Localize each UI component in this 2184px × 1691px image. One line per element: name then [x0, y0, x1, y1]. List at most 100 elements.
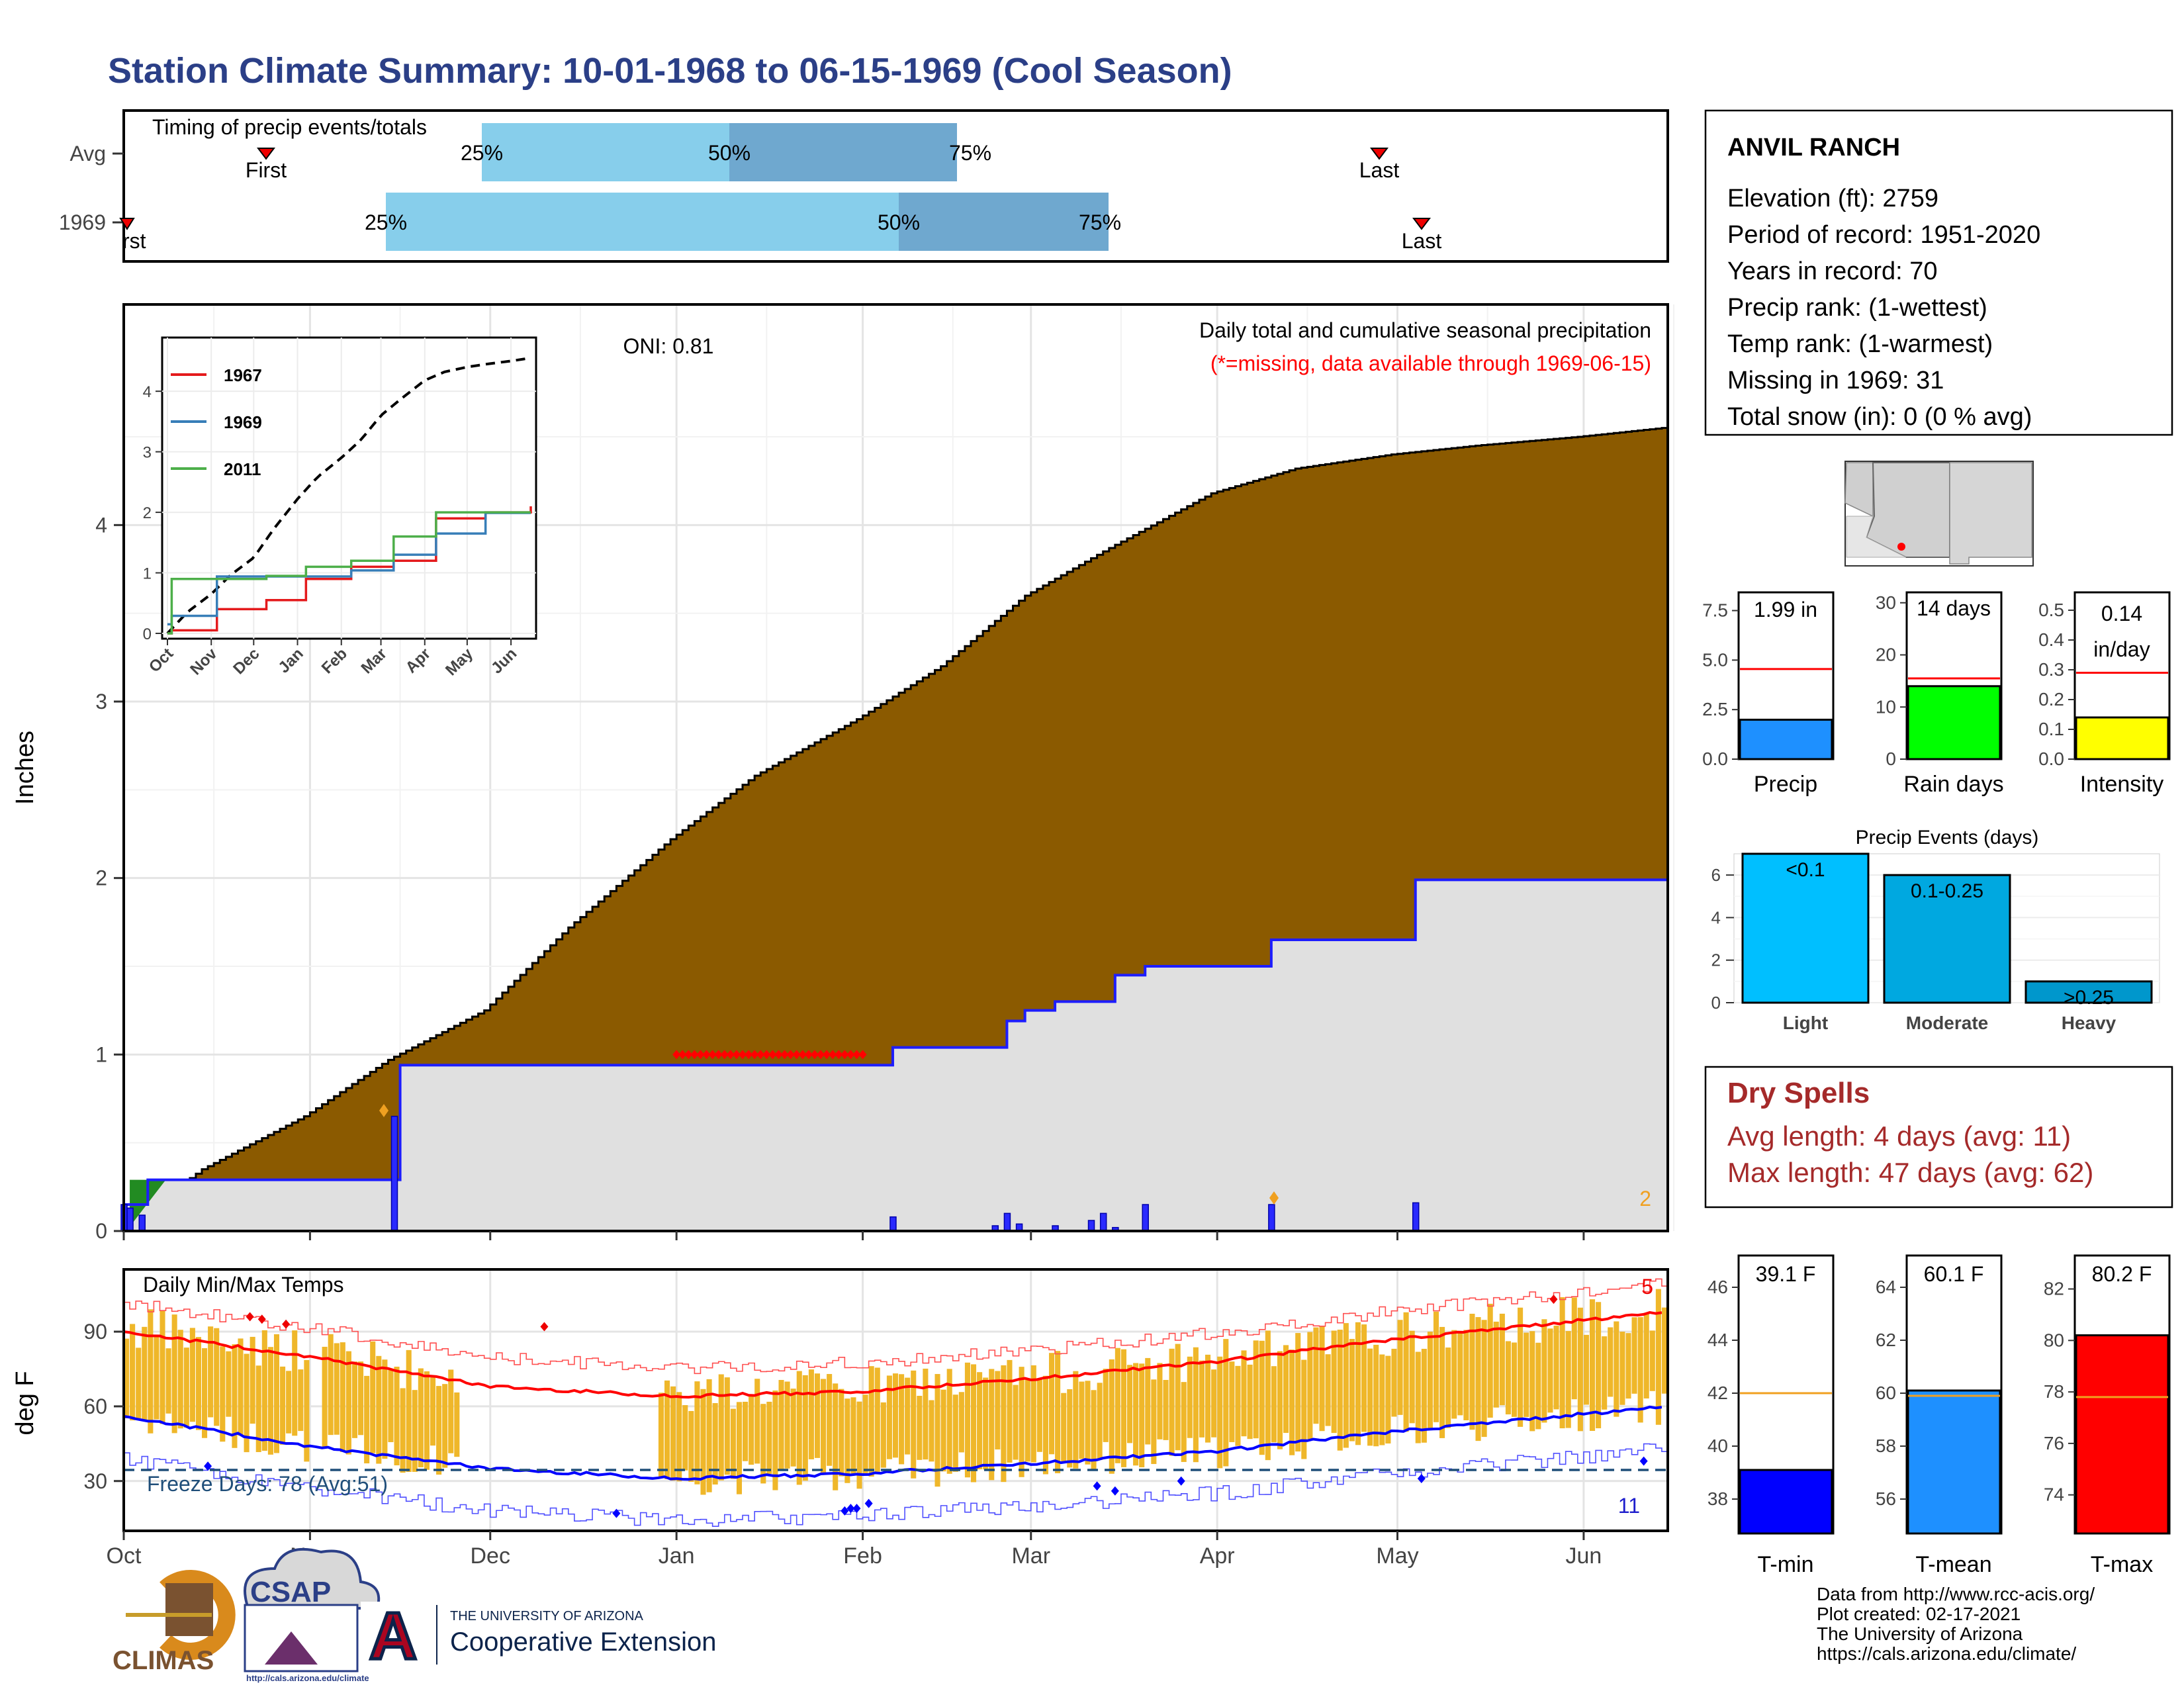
temp-day-bar	[1469, 1313, 1475, 1430]
events-y-tick-label: 4	[1711, 907, 1721, 927]
temp-day-bar	[364, 1375, 370, 1464]
temp-bar-tick-label: 44	[1707, 1330, 1728, 1350]
events-bar-label: <0.1	[1786, 859, 1825, 881]
timing-avg-75: 75%	[949, 141, 991, 165]
temp-day-bar	[964, 1362, 970, 1478]
temp-day-bar	[880, 1402, 886, 1468]
temp-day-bar	[1229, 1361, 1235, 1442]
temp-day-bar	[743, 1401, 749, 1461]
mini-tick-label: 7.5	[1702, 600, 1728, 621]
temp-day-bar	[124, 1338, 130, 1418]
footer-line: Plot created: 02-17-2021	[1817, 1604, 2021, 1624]
temp-day-bar	[177, 1330, 183, 1429]
temp-day-bar	[934, 1374, 940, 1487]
temp-day-bar	[370, 1341, 376, 1453]
temp-day-bar	[1085, 1381, 1091, 1465]
temp-day-bar	[1283, 1345, 1289, 1434]
temp-day-bar	[1061, 1393, 1067, 1463]
temp-day-bar	[1048, 1353, 1055, 1455]
temp-day-bar	[989, 1369, 995, 1481]
temp-day-bar	[388, 1369, 394, 1443]
temp-day-bar	[358, 1361, 364, 1436]
temp-day-bar	[304, 1359, 310, 1462]
temp-daily-bars	[124, 1289, 1667, 1495]
missing-mark	[810, 1050, 819, 1060]
timing-avg-first-label: First	[246, 158, 287, 182]
inset-legend-1967: 1967	[224, 365, 262, 385]
tmean-fill	[1907, 1389, 2001, 1535]
daily-precip-bar	[1087, 1220, 1095, 1232]
temp-day-bar	[1277, 1351, 1283, 1449]
missing-mark	[732, 1050, 741, 1060]
temp-day-bar	[766, 1401, 772, 1474]
timing-panel: Timing of precip events/totals Avg 1969 …	[59, 109, 1669, 263]
csap-logo-url: http://cals.arizona.edu/climate	[246, 1673, 369, 1683]
timing-row-1969: 1969	[59, 210, 106, 234]
temp-day-bar	[286, 1371, 292, 1434]
temp-day-bar	[802, 1375, 808, 1481]
temp-day-bar	[1271, 1366, 1277, 1443]
temp-day-bar	[382, 1359, 388, 1459]
timing-1969-25: 25%	[365, 210, 407, 234]
temp-day-bar	[454, 1392, 460, 1457]
temp-day-bar	[1187, 1356, 1193, 1438]
temp-day-bar	[1499, 1313, 1505, 1406]
record-low-mark	[204, 1461, 212, 1471]
temp-day-bar	[1559, 1297, 1565, 1429]
rain-days-value: 14 days	[1917, 596, 1991, 620]
climas-logo-text: CLIMAS	[113, 1646, 214, 1675]
missing-mark	[672, 1050, 681, 1060]
temp-day-bar	[430, 1377, 436, 1446]
events-cat-light: Light	[1783, 1013, 1828, 1033]
temp-x-tick-label: Jan	[659, 1543, 695, 1569]
temp-bar-tick-label: 82	[2044, 1279, 2064, 1299]
temp-day-bar	[255, 1365, 261, 1453]
temp-day-bar	[448, 1369, 454, 1453]
temp-day-bar	[400, 1388, 406, 1473]
record-low-line	[124, 1443, 1668, 1528]
temp-bar-tick-label: 58	[1876, 1436, 1896, 1456]
temp-day-bar	[1133, 1363, 1139, 1466]
record-low-mark	[1177, 1476, 1185, 1486]
timing-1969-last-label: Last	[1402, 229, 1442, 253]
record-high-mark	[246, 1312, 254, 1322]
temp-day-bar	[1163, 1379, 1169, 1440]
footer-line: https://cals.arizona.edu/climate/	[1817, 1643, 2076, 1664]
precip-chart: ONI: 0.81 Daily total and cumulative sea…	[11, 303, 1675, 1243]
temp-day-bar	[292, 1330, 298, 1436]
temp-day-bar	[220, 1346, 226, 1442]
temp-day-bar	[1193, 1347, 1199, 1463]
dry-spells-avg: Avg length: 4 days (avg: 11)	[1727, 1120, 2071, 1152]
record-low-mark	[846, 1504, 855, 1514]
temp-chart: Daily Min/Max Temps Freeze Days: 78 (Avg…	[11, 1268, 1669, 1569]
missing-mark	[756, 1050, 765, 1060]
intensity-fill	[2075, 716, 2169, 760]
temp-day-bar	[244, 1353, 250, 1453]
temp-day-bar	[1445, 1348, 1451, 1428]
temp-bar-tick-label: 74	[2044, 1485, 2064, 1505]
temp-day-bar	[1661, 1307, 1667, 1394]
mini-tick-label: 10	[1876, 696, 1896, 717]
record-high-mark	[1549, 1295, 1558, 1304]
temp-day-bar	[1030, 1365, 1036, 1463]
mini-tick-label: 0.1	[2038, 719, 2064, 739]
inset-y-tick-label: 3	[143, 444, 152, 462]
temp-day-bar	[1073, 1371, 1079, 1469]
current-cumulative-area	[124, 880, 1668, 1231]
timing-avg-last-marker	[1370, 148, 1388, 160]
precip-y-ticks: 0 1 2 3 4	[95, 513, 124, 1243]
temp-day-bar	[1541, 1319, 1547, 1423]
temp-day-bar	[839, 1389, 844, 1477]
temp-day-bar	[1475, 1317, 1481, 1441]
missing-mark	[780, 1050, 789, 1060]
temp-day-bar	[1120, 1349, 1126, 1467]
temp-x-tick-label: Mar	[1011, 1543, 1050, 1569]
temp-day-bar	[749, 1394, 754, 1465]
temp-day-bar	[442, 1384, 448, 1468]
record-low-mark	[1093, 1481, 1101, 1491]
missing-mark	[792, 1050, 801, 1060]
temp-day-bar	[406, 1349, 412, 1472]
temp-day-bar	[917, 1395, 923, 1460]
temp-day-bar	[892, 1373, 899, 1458]
station-line: Elevation (ft): 2759	[1727, 185, 1938, 212]
